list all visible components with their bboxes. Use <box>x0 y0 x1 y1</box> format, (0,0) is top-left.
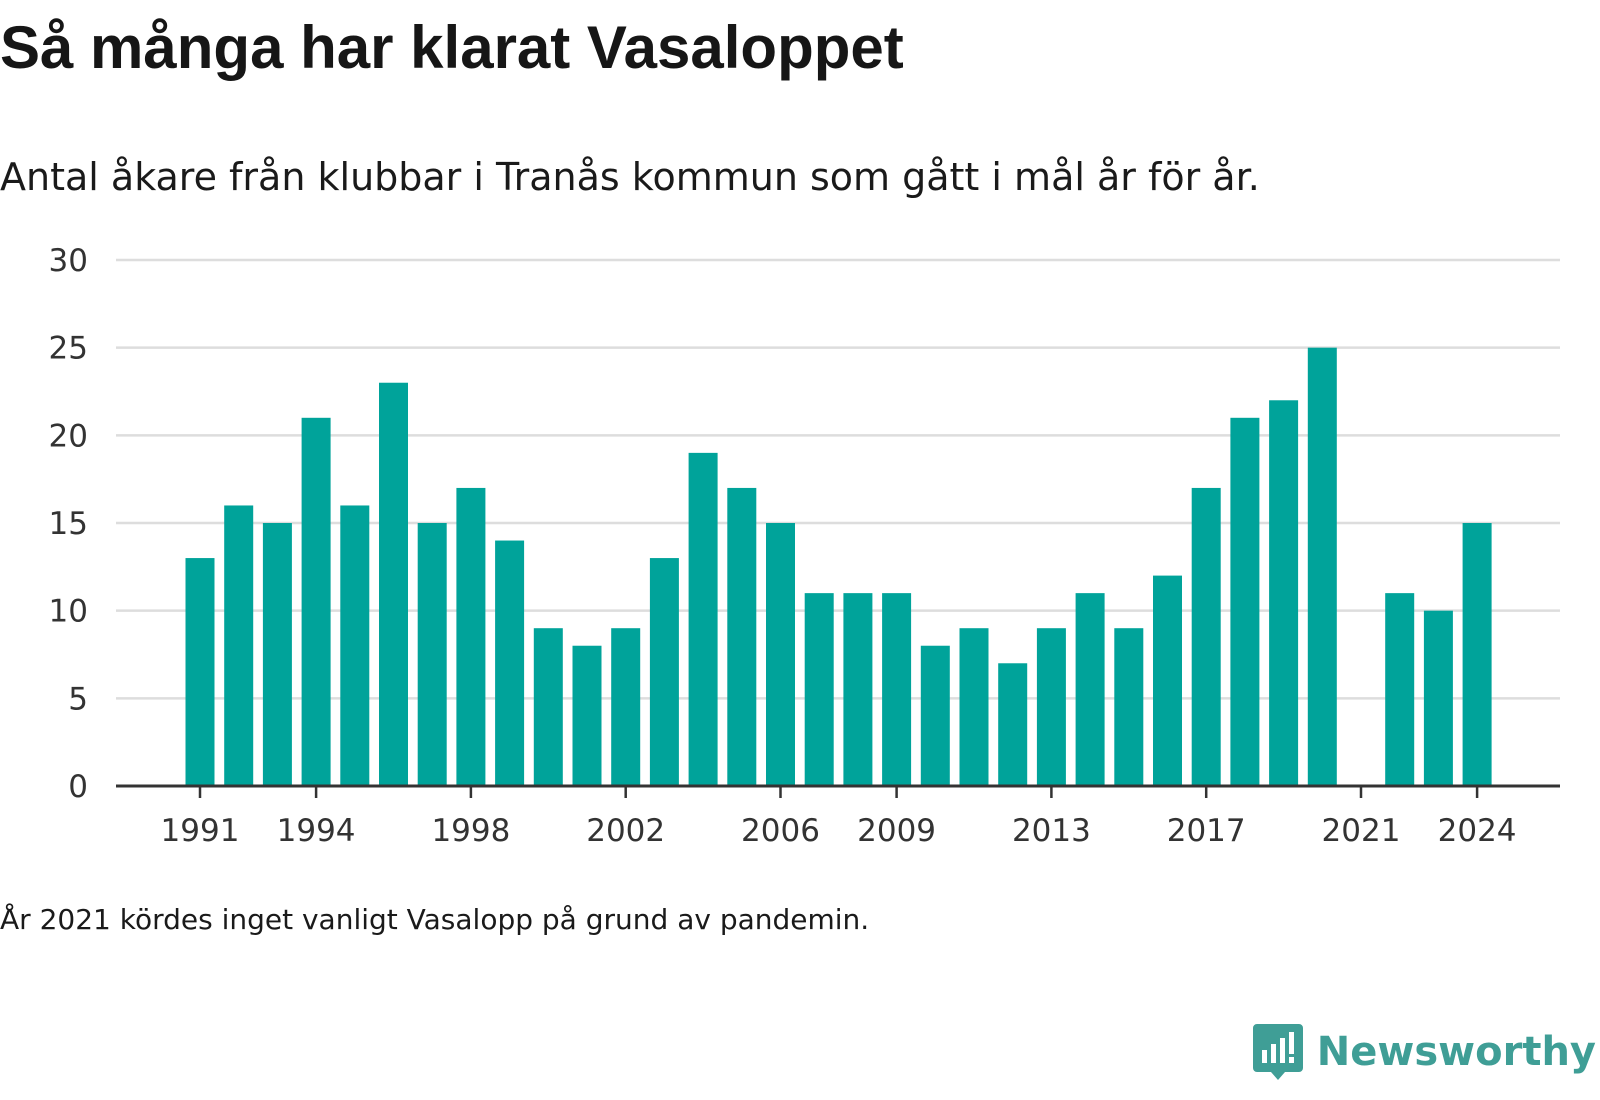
x-axis-tick-labels: 1991 1994 1998 2002 2006 2009 2013 2017 2021 2024 <box>161 813 1517 849</box>
x-tick-label: 1994 <box>277 813 356 849</box>
y-tick-label: 25 <box>49 331 88 367</box>
x-tick-label: 1998 <box>431 813 510 849</box>
bar-2014 <box>1075 593 1105 786</box>
bar-2004 <box>688 452 718 786</box>
bar-1999 <box>495 540 525 786</box>
bar-1993 <box>262 523 292 786</box>
bar-2009 <box>882 593 912 786</box>
bar-2017 <box>1191 487 1221 786</box>
chart-subtitle: Antal åkare från klubbar i Tranås kommun… <box>0 155 1260 199</box>
bar-2010 <box>920 645 950 786</box>
bars <box>185 347 1492 786</box>
bar-2012 <box>998 663 1028 786</box>
bar-chart: 0 5 10 15 20 25 30 1991 1994 1998 2002 2006 2009 201… <box>49 243 1560 849</box>
bar-2011 <box>959 628 989 786</box>
x-axis <box>116 784 1560 798</box>
bar-2007 <box>804 593 834 786</box>
bar-1998 <box>456 487 486 786</box>
bar-2002 <box>611 628 641 786</box>
bar-2015 <box>1114 628 1144 786</box>
brand-name: Newsworthy <box>1316 1029 1596 1075</box>
gridlines <box>116 258 1560 700</box>
x-tick-label: 2002 <box>586 813 665 849</box>
bar-2013 <box>1036 628 1066 786</box>
bar-2001 <box>572 645 602 786</box>
x-tick-label: 2021 <box>1322 813 1401 849</box>
footnote: År 2021 kördes inget vanligt Vasalopp på… <box>0 903 870 936</box>
newsworthy-logo-icon <box>1252 1024 1303 1080</box>
x-tick-label: 1991 <box>161 813 240 849</box>
bar-2019 <box>1269 400 1299 786</box>
bar-1995 <box>340 505 370 786</box>
bar-2008 <box>843 593 873 786</box>
bar-1992 <box>224 505 254 786</box>
bar-2022 <box>1385 593 1415 786</box>
x-tick-label: 2006 <box>741 813 820 849</box>
bar-2020 <box>1307 347 1337 786</box>
y-tick-label: 5 <box>68 681 88 717</box>
y-tick-label: 0 <box>68 769 88 805</box>
bar-2006 <box>766 523 795 786</box>
bar-2003 <box>649 558 679 786</box>
brand-logo: Newsworthy <box>1251 1022 1596 1082</box>
chart-title: Så många har klarat Vasaloppet <box>0 14 904 81</box>
bar-1997 <box>417 523 447 786</box>
y-tick-label: 30 <box>49 243 88 279</box>
bar-1991 <box>185 558 215 786</box>
y-axis-tick-labels: 0 5 10 15 20 25 30 <box>49 243 88 805</box>
y-tick-label: 15 <box>49 506 88 542</box>
bar-2018 <box>1230 417 1260 786</box>
y-tick-label: 20 <box>49 418 88 454</box>
x-tick-label: 2009 <box>857 813 936 849</box>
bar-1996 <box>379 382 408 786</box>
x-tick-label: 2013 <box>1012 813 1091 849</box>
bar-2024 <box>1462 523 1492 786</box>
bar-2000 <box>533 628 563 786</box>
bar-1994 <box>301 417 331 786</box>
bar-2016 <box>1153 575 1182 786</box>
x-tick-label: 2024 <box>1438 813 1517 849</box>
x-tick-label: 2017 <box>1167 813 1246 849</box>
bar-2005 <box>727 487 757 786</box>
y-tick-label: 10 <box>49 594 88 630</box>
bar-2023 <box>1423 610 1453 786</box>
